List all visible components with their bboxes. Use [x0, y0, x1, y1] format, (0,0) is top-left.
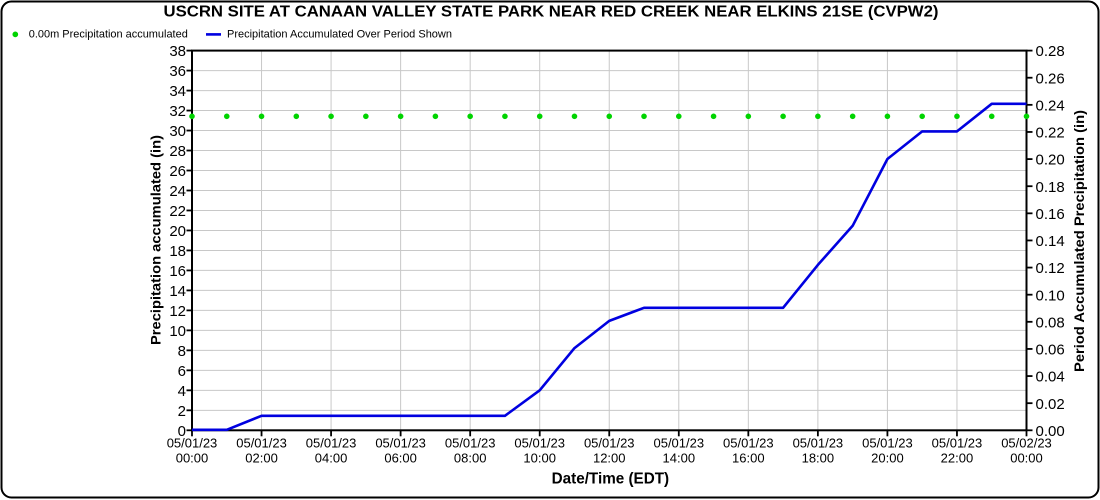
svg-text:05/01/23: 05/01/23 — [932, 436, 983, 451]
svg-text:0.12: 0.12 — [1036, 260, 1065, 277]
svg-text:00:00: 00:00 — [176, 451, 209, 466]
svg-text:28: 28 — [169, 143, 186, 160]
svg-text:08:00: 08:00 — [454, 451, 487, 466]
svg-text:8: 8 — [178, 343, 186, 360]
svg-text:0.22: 0.22 — [1036, 125, 1065, 142]
svg-text:06:00: 06:00 — [384, 451, 417, 466]
svg-text:30: 30 — [169, 123, 186, 140]
svg-text:38: 38 — [169, 43, 186, 60]
svg-text:0: 0 — [178, 423, 186, 440]
svg-text:Precipitation accumulated (in): Precipitation accumulated (in) — [148, 135, 164, 345]
svg-text:05/01/23: 05/01/23 — [653, 436, 704, 451]
svg-text:2: 2 — [178, 403, 186, 420]
svg-text:Date/Time (EDT): Date/Time (EDT) — [552, 470, 670, 487]
svg-text:05/01/23: 05/01/23 — [236, 436, 287, 451]
svg-text:02:00: 02:00 — [245, 451, 278, 466]
svg-text:0.16: 0.16 — [1036, 206, 1065, 223]
svg-text:14: 14 — [169, 283, 186, 300]
svg-text:24: 24 — [169, 183, 186, 200]
svg-text:Precipitation Accumulated Over: Precipitation Accumulated Over Period Sh… — [227, 29, 452, 41]
svg-text:05/01/23: 05/01/23 — [167, 436, 218, 451]
svg-text:18: 18 — [169, 243, 186, 260]
svg-text:14:00: 14:00 — [663, 451, 696, 466]
svg-text:0.02: 0.02 — [1036, 396, 1065, 413]
svg-text:10: 10 — [169, 323, 186, 340]
svg-text:16: 16 — [169, 263, 186, 280]
svg-text:16:00: 16:00 — [732, 451, 765, 466]
svg-text:0.28: 0.28 — [1036, 43, 1065, 60]
svg-text:05/01/23: 05/01/23 — [862, 436, 913, 451]
svg-text:0.26: 0.26 — [1036, 70, 1065, 87]
svg-text:05/02/23: 05/02/23 — [1001, 436, 1052, 451]
svg-text:6: 6 — [178, 363, 186, 380]
svg-text:4: 4 — [178, 383, 186, 400]
svg-text:0.06: 0.06 — [1036, 342, 1065, 359]
svg-text:05/01/23: 05/01/23 — [375, 436, 426, 451]
svg-text:0.08: 0.08 — [1036, 314, 1065, 331]
svg-text:0.20: 0.20 — [1036, 152, 1065, 169]
svg-text:05/01/23: 05/01/23 — [306, 436, 357, 451]
svg-text:20: 20 — [169, 223, 186, 240]
svg-text:20:00: 20:00 — [871, 451, 904, 466]
svg-text:0.14: 0.14 — [1036, 233, 1065, 250]
svg-text:0.10: 0.10 — [1036, 287, 1065, 304]
svg-text:05/01/23: 05/01/23 — [793, 436, 844, 451]
svg-text:22:00: 22:00 — [941, 451, 974, 466]
svg-text:12: 12 — [169, 303, 186, 320]
svg-text:00:00: 00:00 — [1010, 451, 1043, 466]
svg-text:36: 36 — [169, 63, 186, 80]
svg-text:USCRN SITE AT CANAAN VALLEY ST: USCRN SITE AT CANAAN VALLEY STATE PARK N… — [164, 4, 939, 21]
svg-text:10:00: 10:00 — [523, 451, 556, 466]
svg-text:05/01/23: 05/01/23 — [514, 436, 565, 451]
svg-text:32: 32 — [169, 103, 186, 120]
svg-text:04:00: 04:00 — [315, 451, 348, 466]
svg-text:Period Accumulated Precipitati: Period Accumulated Precipitation (in) — [1071, 110, 1087, 372]
svg-text:0.04: 0.04 — [1036, 369, 1065, 386]
svg-text:05/01/23: 05/01/23 — [723, 436, 774, 451]
svg-text:12:00: 12:00 — [593, 451, 626, 466]
svg-text:0.00: 0.00 — [1036, 423, 1065, 440]
svg-text:05/01/23: 05/01/23 — [584, 436, 635, 451]
svg-text:0.00m Precipitation accumulate: 0.00m Precipitation accumulated — [29, 29, 188, 41]
svg-text:26: 26 — [169, 163, 186, 180]
svg-text:34: 34 — [169, 83, 186, 100]
svg-text:0.18: 0.18 — [1036, 179, 1065, 196]
svg-text:05/01/23: 05/01/23 — [445, 436, 496, 451]
svg-text:18:00: 18:00 — [802, 451, 835, 466]
svg-text:22: 22 — [169, 203, 186, 220]
svg-text:0.24: 0.24 — [1036, 97, 1065, 114]
